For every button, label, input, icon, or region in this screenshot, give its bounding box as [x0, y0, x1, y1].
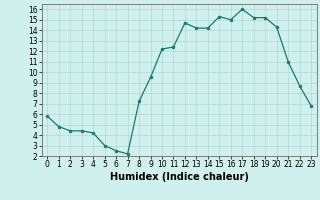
X-axis label: Humidex (Indice chaleur): Humidex (Indice chaleur) — [110, 172, 249, 182]
